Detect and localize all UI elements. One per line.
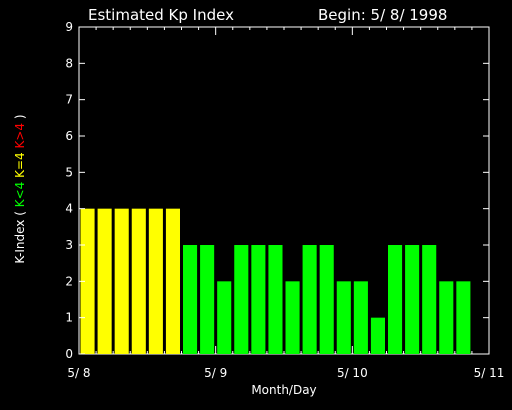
kp-bar bbox=[200, 245, 215, 354]
kp-bar bbox=[114, 208, 129, 354]
y-tick-label: 8 bbox=[65, 56, 73, 70]
kp-bar bbox=[319, 245, 334, 354]
y-tick-label: 9 bbox=[65, 20, 73, 34]
kp-bar bbox=[234, 245, 249, 354]
y-tick-label: 1 bbox=[65, 311, 73, 325]
y-label-red: K>4 bbox=[13, 123, 27, 149]
y-label-green: K<4 bbox=[13, 182, 27, 208]
kp-bar bbox=[405, 245, 420, 354]
kp-bar bbox=[183, 245, 198, 354]
kp-bar bbox=[285, 281, 300, 354]
x-tick-label: 5/ 10 bbox=[337, 366, 368, 380]
kp-bar bbox=[217, 281, 232, 354]
kp-bar bbox=[148, 208, 163, 354]
kp-bar bbox=[131, 208, 146, 354]
kp-bar bbox=[353, 281, 368, 354]
y-tick-label: 6 bbox=[65, 129, 73, 143]
kp-bar bbox=[388, 245, 403, 354]
y-label-suffix: ) bbox=[13, 114, 27, 119]
y-axis: 0 1 2 3 4 5 6 7 8 9 bbox=[65, 20, 489, 361]
kp-bar bbox=[302, 245, 317, 354]
kp-bar bbox=[268, 245, 283, 354]
y-tick-label: 4 bbox=[65, 202, 73, 216]
y-tick-label: 0 bbox=[65, 347, 73, 361]
x-axis-label: Month/Day bbox=[251, 383, 316, 397]
x-tick-label: 5/ 8 bbox=[67, 366, 90, 380]
y-label-yellow: K=4 bbox=[13, 152, 27, 178]
y-tick-label: 2 bbox=[65, 274, 73, 288]
y-tick-label: 5 bbox=[65, 165, 73, 179]
kp-bar bbox=[251, 245, 266, 354]
kp-bar bbox=[456, 281, 471, 354]
x-axis: 5/ 8 5/ 9 5/ 10 5/ 11 bbox=[67, 27, 504, 380]
y-label-prefix: K-Index ( bbox=[13, 211, 27, 263]
chart-title: Estimated Kp Index bbox=[88, 6, 234, 24]
kp-bar bbox=[336, 281, 351, 354]
kp-bar bbox=[370, 317, 385, 354]
x-tick-label: 5/ 11 bbox=[474, 366, 505, 380]
kp-bar bbox=[97, 208, 112, 354]
y-tick-label: 7 bbox=[65, 93, 73, 107]
y-tick-label: 3 bbox=[65, 238, 73, 252]
kp-bar bbox=[439, 281, 454, 354]
bars-group bbox=[80, 208, 471, 354]
x-tick-label: 5/ 9 bbox=[204, 366, 227, 380]
chart-subtitle: Begin: 5/ 8/ 1998 bbox=[318, 6, 447, 24]
kp-bar bbox=[422, 245, 437, 354]
y-axis-label: K-Index ( K<4 K=4 K>4 ) bbox=[13, 114, 27, 263]
kp-bar bbox=[165, 208, 180, 354]
